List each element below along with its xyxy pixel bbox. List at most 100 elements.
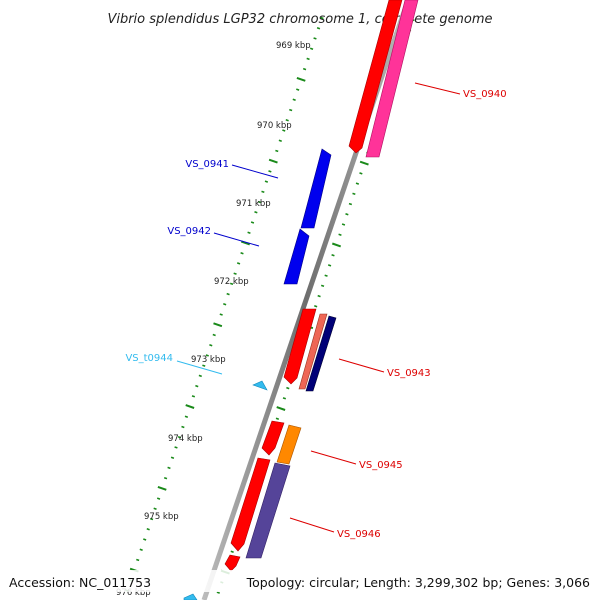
inner-track-minor-tick <box>359 172 363 175</box>
gene-vs0945-orange[interactable] <box>276 424 302 465</box>
outer-track-minor-tick <box>229 282 234 286</box>
outer-track-minor-tick <box>136 558 140 562</box>
gene-vs0943-red[interactable] <box>283 308 317 385</box>
outer-track-major-tick <box>157 485 167 491</box>
outer-track-minor-tick <box>143 538 147 541</box>
outer-track-minor-tick <box>153 507 157 511</box>
inner-track-minor-tick <box>230 550 234 553</box>
inner-track-minor-tick <box>275 417 280 421</box>
outer-track-minor-tick <box>181 425 185 429</box>
outer-track-minor-tick <box>233 272 237 275</box>
outer-track-minor-tick <box>296 88 300 91</box>
kbp-label-971: 971 kbp <box>236 199 271 209</box>
outer-track-minor-tick <box>275 149 279 153</box>
gene-vs0943-navy[interactable] <box>305 315 337 392</box>
outer-track-major-tick <box>296 76 306 82</box>
inner-track-major-tick <box>359 160 369 166</box>
kbp-labels: 969 kbp 970 kbp 971 kbp 972 kbp 973 kbp … <box>116 41 311 598</box>
outer-track-minor-tick <box>174 446 178 449</box>
gene-vs0945-red[interactable] <box>261 420 285 456</box>
outer-track-minor-tick <box>198 374 202 378</box>
inner-track-minor-tick <box>338 233 342 236</box>
outer-track-minor-tick <box>285 119 289 122</box>
outer-track-minor-tick <box>240 251 244 255</box>
outer-track-minor-tick <box>316 26 321 30</box>
gene-label-vs0945[interactable]: VS_0945 <box>359 460 403 471</box>
footer-background <box>0 570 600 592</box>
kbp-label-975: 975 kbp <box>144 512 179 522</box>
inner-track-minor-tick <box>324 274 328 277</box>
gene-vs0941[interactable] <box>300 148 332 229</box>
inner-track-major-tick <box>276 406 286 411</box>
gene-vs0940-pink[interactable] <box>365 0 419 158</box>
outer-track-minor-tick <box>282 129 286 132</box>
trna-bottom[interactable] <box>183 593 198 600</box>
gene-bottom-red[interactable] <box>224 554 241 572</box>
outer-track-minor-tick <box>257 200 262 204</box>
outer-track-minor-tick <box>170 456 175 459</box>
outer-track-major-tick <box>240 240 251 246</box>
callout-vs0943 <box>338 358 385 373</box>
kbp-label-974: 974 kbp <box>168 434 203 444</box>
outer-track-minor-tick <box>306 57 310 61</box>
gene-label-vs0942[interactable]: VS_0942 <box>167 226 211 237</box>
outer-track-minor-tick <box>302 67 307 71</box>
outer-track-minor-tick <box>184 415 189 419</box>
gene-label-vs0941[interactable]: VS_0941 <box>185 159 229 170</box>
outer-track-minor-tick <box>247 231 251 234</box>
gene-label-vs0946[interactable]: VS_0946 <box>337 529 381 540</box>
outer-track-minor-tick <box>254 211 258 214</box>
callout-lines <box>176 82 461 533</box>
gene-label-vs0943[interactable]: VS_0943 <box>387 368 431 379</box>
outer-track-minor-tick <box>149 517 154 521</box>
callout-vs0942 <box>213 232 260 247</box>
inner-track-minor-tick <box>352 192 356 196</box>
outer-track-major-tick <box>213 322 223 328</box>
outer-track-minor-tick <box>226 292 230 296</box>
outer-track-minor-tick <box>250 221 255 224</box>
inner-track-minor-tick <box>348 202 353 206</box>
inner-track-major-tick <box>331 242 342 248</box>
outer-track-major-tick <box>185 404 195 409</box>
callout-vs-t0944 <box>176 360 223 375</box>
outer-track-minor-tick <box>223 303 227 306</box>
inner-track-minor-tick <box>286 386 290 390</box>
inner-track-minor-tick <box>331 253 335 257</box>
inner-track-minor-tick <box>355 182 360 185</box>
inner-track-minor-tick <box>345 213 349 216</box>
gene-vs0943-salmon[interactable] <box>298 313 328 390</box>
outer-track-major-tick <box>268 158 278 164</box>
gene-label-vs-t0944[interactable]: VS_t0944 <box>125 353 173 364</box>
outer-track-minor-tick <box>212 333 216 337</box>
inner-track-minor-tick <box>314 305 318 308</box>
kbp-label-970: 970 kbp <box>257 121 292 131</box>
gene-label-vs0940[interactable]: VS_0940 <box>463 89 507 100</box>
gene-vs0940-red[interactable] <box>348 0 403 154</box>
outer-track-minor-tick <box>289 108 293 112</box>
outer-track-minor-tick <box>195 384 199 388</box>
gene-labels: VS_0940 VS_0941 VS_0942 VS_0943 VS_t0944… <box>125 89 506 540</box>
kbp-label-972: 972 kbp <box>214 277 249 287</box>
gene-vs0946-purple[interactable] <box>245 462 291 559</box>
outer-track-minor-tick <box>261 190 265 194</box>
summary-text: Topology: circular; Length: 3,299,302 bp… <box>246 575 590 590</box>
outer-track-minor-tick <box>209 343 213 347</box>
outer-track-minor-tick <box>202 364 206 367</box>
inner-track-minor-tick <box>341 223 346 226</box>
inner-track-minor-tick <box>317 294 321 298</box>
outer-track-minor-tick <box>146 528 150 531</box>
callout-vs0940 <box>414 82 461 95</box>
inner-track-minor-tick <box>327 264 332 267</box>
outer-track-minor-tick <box>205 354 209 357</box>
outer-track-minor-tick <box>191 395 196 398</box>
callout-vs0941 <box>231 164 279 179</box>
gene-vs0942[interactable] <box>283 228 310 285</box>
outer-track-minor-tick <box>292 98 296 102</box>
gene-vs0946-red[interactable] <box>230 457 271 552</box>
outer-track-minor-tick <box>309 47 314 50</box>
outer-track-minor-tick <box>264 180 269 183</box>
trna-vs-t0944[interactable] <box>252 380 268 391</box>
map-title: Vibrio splendidus LGP32 chromosome 1, co… <box>107 12 492 27</box>
inner-track-minor-tick <box>282 397 287 400</box>
